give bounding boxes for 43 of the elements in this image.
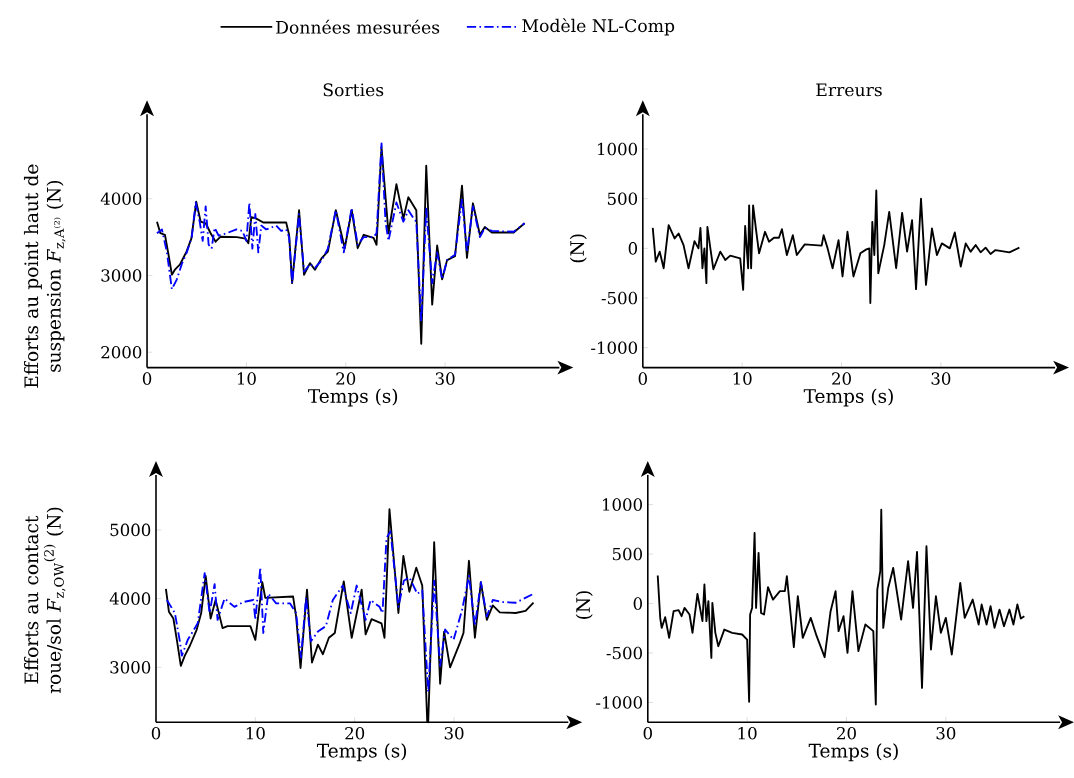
line-series	[165, 530, 535, 693]
x-tick-label: 0	[643, 726, 652, 740]
y-axis-title: (N)	[575, 591, 593, 619]
x-tick-label: 30	[444, 726, 464, 740]
chart-title: Sorties	[323, 83, 384, 97]
legend-label: Données mesurées	[276, 19, 440, 34]
x-axis-title: Temps (s)	[808, 743, 898, 762]
line-series	[651, 189, 1021, 304]
x-axis-title: Temps (s)	[803, 388, 893, 407]
y-tick-label: 2000	[101, 345, 142, 359]
line-series	[656, 508, 1026, 706]
y-tick-label: 500	[612, 547, 642, 561]
y-tick-label: -500	[601, 291, 638, 305]
y-tick-label: 5000	[110, 523, 151, 537]
x-tick-label: 10	[733, 372, 752, 385]
y-tick-label: 0	[633, 597, 642, 610]
y-tick-label: 1000	[598, 142, 638, 156]
x-axis-title: Temps (s)	[308, 388, 398, 407]
x-tick-label: 20	[832, 372, 851, 385]
y-tick-label: -500	[606, 646, 642, 660]
y-tick-label: 1000	[602, 498, 642, 511]
x-tick-label: 10	[738, 726, 757, 740]
legend-label: Modèle NL-Comp	[522, 18, 675, 36]
y-tick-label: 3000	[110, 661, 151, 674]
y-tick-label: -1000	[596, 696, 642, 709]
chart-title: Erreurs	[816, 83, 882, 97]
x-tick-label: 10	[246, 726, 265, 740]
y-tick-label: 4000	[100, 192, 142, 205]
x-tick-label: 30	[435, 372, 455, 385]
x-tick-label: 20	[837, 726, 856, 740]
y-tick-label: 3000	[101, 269, 142, 282]
x-tick-label: 30	[931, 372, 951, 385]
x-axis-title: Temps (s)	[316, 743, 407, 762]
y-tick-label: 4000	[109, 592, 151, 605]
y-axis-title: (N)	[569, 234, 587, 263]
x-tick-label: 20	[345, 726, 365, 740]
x-tick-label: 30	[936, 726, 956, 740]
x-tick-label: 0	[151, 726, 161, 740]
y-tick-label: 0	[628, 242, 638, 255]
y-tick-label: -1000	[591, 341, 638, 354]
x-tick-label: 20	[336, 372, 356, 385]
y-tick-label: 500	[607, 192, 638, 205]
x-tick-label: 10	[237, 372, 256, 385]
